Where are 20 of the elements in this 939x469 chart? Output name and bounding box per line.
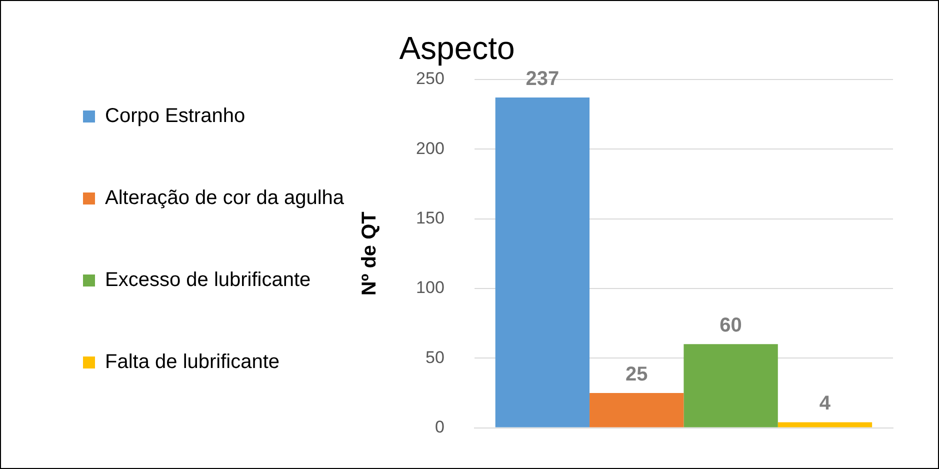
legend-label: Corpo Estranho <box>105 105 246 128</box>
bar <box>778 422 872 428</box>
data-label: 60 <box>720 314 742 337</box>
data-label: 4 <box>819 392 832 415</box>
y-tick-label: 0 <box>434 417 444 436</box>
chart-title: Aspecto <box>399 30 515 66</box>
y-tick-label: 150 <box>416 208 444 228</box>
y-tick-label: 200 <box>416 138 444 158</box>
y-tick-label: 50 <box>425 348 444 367</box>
y-tick-label: 100 <box>416 278 444 298</box>
y-tick-label: 250 <box>416 69 444 88</box>
bar <box>684 344 778 428</box>
data-label: 25 <box>625 363 648 386</box>
bar <box>495 98 590 428</box>
data-label: 237 <box>526 68 560 90</box>
y-axis-title: Nº de QT <box>358 212 381 296</box>
legend-label: Alteração de cor da agulha <box>105 187 345 210</box>
bar <box>590 392 684 428</box>
legend-label: Falta de lubrificante <box>105 351 280 374</box>
legend-label: Excesso de lubrificante <box>105 269 311 292</box>
